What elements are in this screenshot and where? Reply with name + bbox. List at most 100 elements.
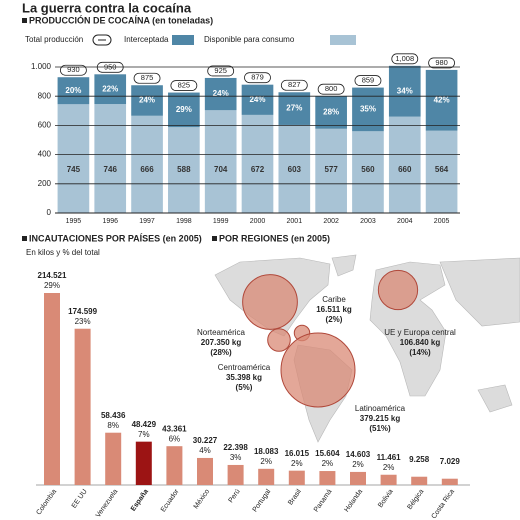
segment-label: 22% — [102, 84, 118, 93]
x-tick-label: 2001 — [287, 218, 303, 225]
x-tick-label: 1998 — [176, 218, 192, 225]
value-label: 577 — [324, 165, 338, 174]
x-tick-label: Holanda — [343, 488, 364, 513]
percent-label: 6% — [169, 434, 181, 443]
region-percent: (14%) — [409, 348, 431, 357]
legend-label: Interceptada — [124, 35, 169, 44]
bullet — [22, 236, 27, 241]
bar-segment — [278, 92, 311, 125]
x-tick-label: 2004 — [397, 218, 413, 225]
total-label: 800 — [325, 84, 338, 93]
value-label: 15.604 — [315, 449, 340, 458]
x-tick-label: Bolivia — [377, 488, 395, 509]
bar-segment — [131, 85, 163, 116]
percent-label: 3% — [230, 453, 242, 462]
bar-segment — [204, 110, 237, 213]
total-marker — [244, 72, 271, 84]
total-label: 925 — [214, 66, 227, 75]
percent-label: 7% — [138, 430, 150, 439]
region-percent: (28%) — [210, 348, 232, 357]
segment-label: 42% — [434, 95, 450, 104]
total-label: 930 — [67, 65, 80, 74]
value-label: 214.521 — [38, 271, 67, 280]
total-marker — [354, 75, 382, 86]
x-tick-label: Perú — [228, 488, 242, 504]
total-label: 980 — [435, 58, 448, 67]
legend-label: Disponible para consumo — [204, 35, 295, 44]
x-tick-label: Brasil — [287, 488, 303, 507]
bar-segment — [278, 124, 311, 213]
region-value: 106.840 kg — [400, 338, 441, 347]
x-tick-label: Ecuador — [160, 488, 181, 514]
bar — [380, 474, 397, 485]
page-title: La guerra contra la cocaína — [22, 0, 192, 15]
value-label: 7.029 — [440, 457, 461, 466]
x-tick-label: Panamá — [313, 488, 334, 513]
percent-label: 2% — [322, 459, 334, 468]
x-tick-label: 1999 — [213, 218, 229, 225]
x-tick-label: 1995 — [66, 218, 82, 225]
bar — [74, 328, 91, 485]
legend-swatch — [172, 35, 194, 45]
value-label: 704 — [214, 165, 228, 174]
bubble — [242, 274, 298, 330]
bar — [135, 441, 152, 485]
y-tick-label: 0 — [47, 208, 52, 217]
bar — [411, 476, 428, 485]
percent-label: 2% — [291, 459, 303, 468]
bar-segment — [425, 130, 458, 213]
percent-label: 2% — [260, 457, 272, 466]
total-label: 879 — [251, 73, 264, 82]
bar-segment — [315, 96, 347, 129]
bubble — [267, 328, 291, 352]
bubble — [280, 332, 356, 408]
value-label: 564 — [435, 165, 449, 174]
bar-segment — [388, 116, 421, 213]
region-percent: (2%) — [326, 315, 343, 324]
chart-subtitle: En kilos y % del total — [26, 248, 100, 257]
bar-segment — [425, 69, 458, 131]
x-tick-label: 2000 — [250, 218, 266, 225]
segment-label: 24% — [213, 89, 229, 98]
total-label: 1,008 — [395, 54, 414, 63]
bar — [441, 478, 458, 485]
segment-label: 24% — [139, 96, 155, 105]
legend-swatch — [330, 35, 356, 45]
value-label: 48.429 — [132, 420, 157, 429]
segment-label: 24% — [249, 95, 265, 104]
total-marker — [391, 53, 419, 65]
value-label: 11.461 — [377, 453, 402, 462]
value-label: 14.603 — [346, 450, 371, 459]
bar-segment — [204, 77, 237, 111]
bar-segment — [168, 92, 200, 128]
value-label: 588 — [177, 165, 191, 174]
x-tick-label: Bélgica — [406, 488, 425, 511]
region-value: 16.511 kg — [316, 305, 352, 314]
y-tick-label: 600 — [38, 121, 52, 130]
value-label: 18.083 — [254, 447, 279, 456]
value-label: 672 — [251, 165, 265, 174]
total-label: 875 — [141, 73, 154, 82]
percent-label: 4% — [199, 446, 211, 455]
value-label: 603 — [288, 165, 302, 174]
total-marker — [280, 79, 308, 91]
bar — [197, 457, 213, 485]
region-name: UE y Europa central — [384, 328, 456, 337]
bar — [288, 470, 305, 485]
value-label: 560 — [361, 165, 375, 174]
bar-segment — [241, 114, 274, 213]
region-name: Latinoamérica — [355, 404, 406, 413]
region-percent: (51%) — [369, 424, 391, 433]
value-label: 58.436 — [101, 411, 126, 420]
bar — [258, 468, 275, 485]
bar-segment — [94, 104, 127, 213]
value-label: 666 — [140, 165, 154, 174]
chart-title: POR REGIONES (en 2005) — [219, 233, 330, 243]
bar-segment — [94, 74, 127, 105]
x-tick-label: 2003 — [360, 218, 376, 225]
bar-segment — [315, 128, 347, 213]
x-tick-label: Colombia — [35, 488, 58, 516]
x-tick-label: España — [130, 488, 150, 512]
region-value: 207.350 kg — [201, 338, 242, 347]
